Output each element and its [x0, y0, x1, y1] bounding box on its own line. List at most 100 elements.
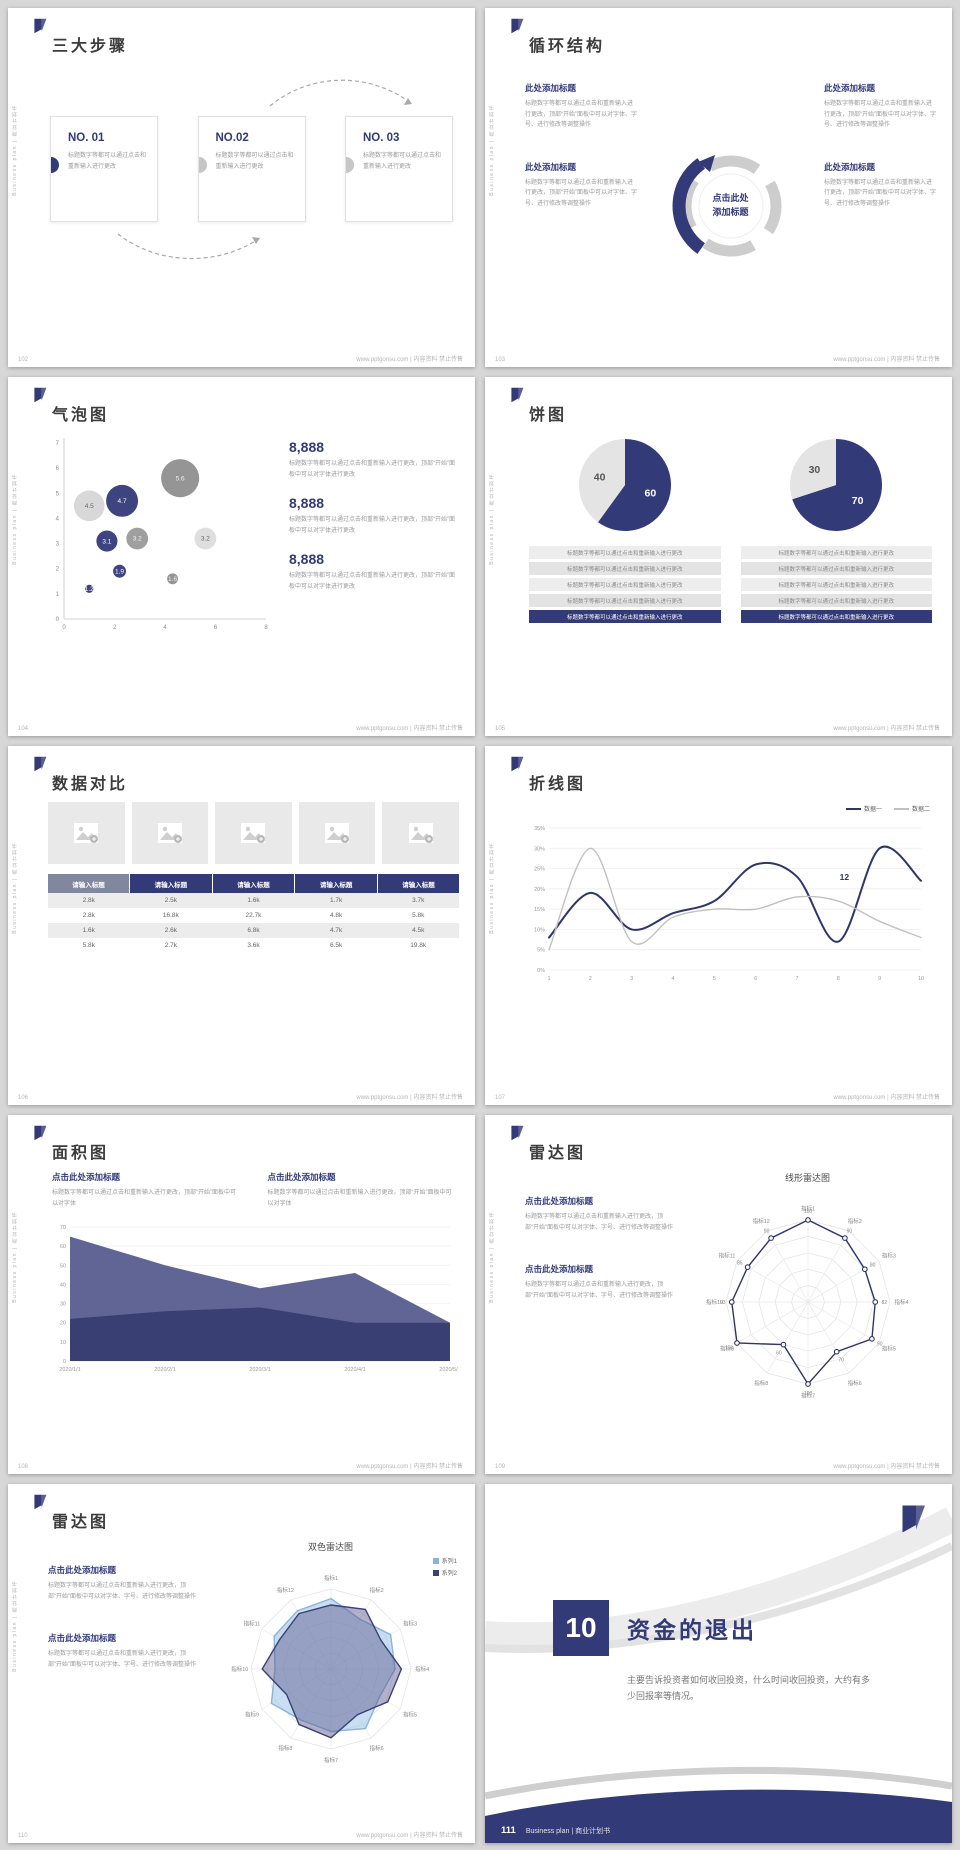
- metric-value: 8,888: [289, 439, 325, 455]
- svg-text:0: 0: [63, 1359, 66, 1365]
- slide-103[interactable]: Business plan | 商业计划书 循环结构 此处添加标题 标题数字等都…: [485, 8, 952, 367]
- block-text: 标题数字等都可以通过点击和重新输入进行更改，顶部“开始”面板中可以对字体、字号、…: [824, 179, 936, 207]
- slide-footer: 110 www.pptgonsu.com | 内容资料 禁止传售: [18, 1830, 463, 1839]
- svg-text:3: 3: [630, 976, 633, 982]
- slide-title: 雷达图: [529, 1145, 587, 1162]
- svg-text:4: 4: [671, 976, 674, 982]
- logo-icon: [32, 1493, 48, 1511]
- svg-text:指标8: 指标8: [278, 1744, 292, 1752]
- text-block: 点击此处添加标题 标题数字等都可以通过点击和重新输入进行更改，顶部“开始”面板中…: [525, 1263, 673, 1301]
- slide-108[interactable]: Business plan | 商业计划书 面积图 点击此处添加标题 标题数字等…: [8, 1115, 475, 1474]
- logo-icon: [898, 1502, 928, 1536]
- footer-site: www.pptgonsu.com | 内容资料 禁止传售: [833, 1464, 940, 1470]
- chart-legend: 数据一 数据二: [845, 804, 930, 813]
- svg-text:90: 90: [846, 1228, 852, 1234]
- slide-104[interactable]: Business plan | 商业计划书 气泡图 0 1 2 3 4 5 6 7 0 2 4 6 8 4…: [8, 377, 475, 736]
- cycle-center-label: 点击此处添加标题: [712, 193, 749, 217]
- svg-text:100: 100: [803, 1391, 812, 1397]
- svg-text:指标5: 指标5: [881, 1345, 895, 1353]
- sidebar-vertical-text: Business plan | 商业计划书: [12, 1211, 18, 1303]
- slide-footer: 102 www.pptgonsu.com | 内容资料 禁止传售: [18, 354, 463, 363]
- block-heading: 此处添加标题: [525, 161, 577, 172]
- text-block: 点击此处添加标题 标题数字等都可以通过点击和重新输入进行更改，顶部“开始”面板中…: [268, 1171, 456, 1209]
- table-cell: 22.7k: [245, 912, 262, 919]
- svg-text:30%: 30%: [534, 846, 545, 852]
- block-text: 标题数字等都可以通过点击和重新输入进行更改，顶部“开始”面板中可以对字体、字号、…: [48, 1651, 196, 1668]
- svg-text:指标10: 指标10: [231, 1665, 248, 1673]
- svg-text:50: 50: [60, 1263, 66, 1269]
- svg-text:8: 8: [264, 625, 268, 631]
- legend-item: 系列1: [432, 1556, 457, 1565]
- section-body: 主要告诉投资者如何收回投资，什么时间收回投资，大约有多少回报率等情况。: [627, 1675, 871, 1702]
- svg-text:指标12: 指标12: [276, 1586, 293, 1594]
- table-cell: 5.8k: [82, 942, 95, 949]
- legend-swatch: [893, 807, 909, 810]
- logo-icon: [509, 386, 525, 404]
- svg-text:5: 5: [713, 976, 716, 982]
- table-cell: 3.6k: [247, 942, 260, 949]
- svg-text:指标1: 指标1: [800, 1205, 814, 1213]
- svg-text:6: 6: [214, 625, 218, 631]
- cycle-diagram: 点击此处添加标题: [645, 64, 816, 347]
- table-row: 2.8k 16.8k 22.7k 4.8k 5.8k: [48, 908, 459, 923]
- step-text: 标题数字等都可以通过点击和重新输入进行更改: [363, 153, 442, 170]
- svg-text:70: 70: [838, 1358, 844, 1364]
- logo-icon: [509, 1124, 525, 1142]
- text-block: 点击此处添加标题 标题数字等都可以通过点击和重新输入进行更改，顶部“开始”面板中…: [52, 1171, 240, 1209]
- page-number: 103: [495, 357, 506, 363]
- svg-text:25%: 25%: [534, 867, 545, 873]
- slide-title: 面积图: [52, 1145, 110, 1162]
- image-placeholder-icon: [48, 802, 125, 864]
- radar-chart: 指标1 指标2 指标3 指标4 指标5 指标6 指标7 指标8 指标9 指标10 指标11 指标12 1…: [705, 1205, 908, 1400]
- svg-text:70: 70: [60, 1225, 66, 1231]
- block-text: 标题数字等都可以通过点击和重新输入进行更改，顶部“开始”面板中可以对字体、字号、…: [525, 1282, 673, 1299]
- block-text: 标题数字等都可以通过点击和重新输入进行更改，顶部“开始”面板中可以对字体、字号、…: [824, 101, 936, 128]
- svg-text:20%: 20%: [534, 887, 545, 893]
- image-placeholder-row: [48, 802, 459, 864]
- slide-title: 折线图: [529, 776, 587, 793]
- block-heading: 此处添加标题: [824, 161, 876, 172]
- text-block: 点击此处添加标题 标题数字等都可以通过点击和重新输入进行更改，顶部“开始”面板中…: [48, 1632, 196, 1670]
- chart-subtitle: 双色雷达图: [307, 1542, 353, 1552]
- svg-text:1.2: 1.2: [85, 586, 94, 593]
- slide-footer: 103 www.pptgonsu.com | 内容资料 禁止传售: [495, 354, 940, 363]
- text-block: 点击此处添加标题 标题数字等都可以通过点击和重新输入进行更改，顶部“开始”面板中…: [525, 1195, 673, 1233]
- steps-diagram: NO. 01 标题数字等都可以通过点击和重新输入进行更改 NO.02 标题数字等…: [48, 64, 459, 347]
- svg-text:指标9: 指标9: [720, 1345, 734, 1353]
- cycle-layout: 此处添加标题 标题数字等都可以通过点击和重新输入进行更改，顶部“开始”面板中可以…: [525, 64, 936, 347]
- page-number: 106: [18, 1095, 29, 1101]
- legend-swatch: [432, 1569, 439, 1576]
- svg-text:5: 5: [56, 491, 60, 497]
- slide-106[interactable]: Business plan | 商业计划书 数据对比 请输入标题 请输入标题 请输入…: [8, 746, 475, 1105]
- svg-text:1.6: 1.6: [168, 576, 177, 583]
- block-text: 标题数字等都可以通过点击和重新输入进行更改，顶部“开始”面板中可以对字体: [267, 1190, 452, 1207]
- slide-107[interactable]: Business plan | 商业计划书 折线图 数据一 数据二 0% 5% 10…: [485, 746, 952, 1105]
- slide-111[interactable]: 10 资金的退出 主要告诉投资者如何收回投资，什么时间收回投资，大约有多少回报率…: [485, 1484, 952, 1843]
- slide-109[interactable]: Business plan | 商业计划书 雷达图 点击此处添加标题 标题数字等…: [485, 1115, 952, 1474]
- svg-text:0%: 0%: [537, 968, 545, 974]
- legend-label: 系列1: [441, 1559, 457, 1565]
- svg-text:4.5: 4.5: [85, 503, 94, 510]
- svg-text:6: 6: [754, 976, 757, 982]
- slide-110[interactable]: Business plan | 商业计划书 雷达图 点击此处添加标题 标题数字等…: [8, 1484, 475, 1843]
- radar-chart: 指标1 指标2 指标3 指标4 指标5 指标6 指标7 指标8 指标9 指标10 指标11 指标12: [231, 1574, 429, 1764]
- table-cell: 2.5k: [164, 897, 177, 904]
- logo-icon: [509, 755, 525, 773]
- svg-text:8: 8: [837, 976, 840, 982]
- caption-rows: 标题数字等都可以通过点击和重新输入进行更改 标题数字等都可以通过点击和重新输入进…: [529, 546, 721, 623]
- svg-text:2020/2/1: 2020/2/1: [154, 1367, 175, 1373]
- pie-block-left: 60 40 标题数字等都可以通过点击和重新输入进行更改 标题数字等都可以通过点击和…: [529, 433, 721, 716]
- svg-text:指标6: 指标6: [369, 1744, 383, 1752]
- table-cell: 5.8k: [412, 912, 425, 919]
- caption-rows: 标题数字等都可以通过点击和重新输入进行更改 标题数字等都可以通过点击和重新输入进…: [740, 546, 932, 623]
- svg-text:93: 93: [719, 1300, 725, 1306]
- svg-text:4.7: 4.7: [118, 498, 127, 505]
- slide-title: 雷达图: [52, 1514, 110, 1531]
- table-cell: 4.5k: [412, 927, 425, 934]
- slide-footer: 104 www.pptgonsu.com | 内容资料 禁止传售: [18, 723, 463, 732]
- slide-102[interactable]: Business plan | 商业计划书 三大步骤 NO. 01 标题数字等都…: [8, 8, 475, 367]
- metric-text: 标题数字等都可以通过点击和重新输入进行更改，顶部“开始”面板中可以对字体进行更改: [289, 573, 455, 590]
- block-heading: 点击此处添加标题: [525, 1196, 594, 1206]
- svg-text:80: 80: [869, 1263, 875, 1269]
- slide-105[interactable]: Business plan | 商业计划书 饼图 60 40 标题数字等都可以通过…: [485, 377, 952, 736]
